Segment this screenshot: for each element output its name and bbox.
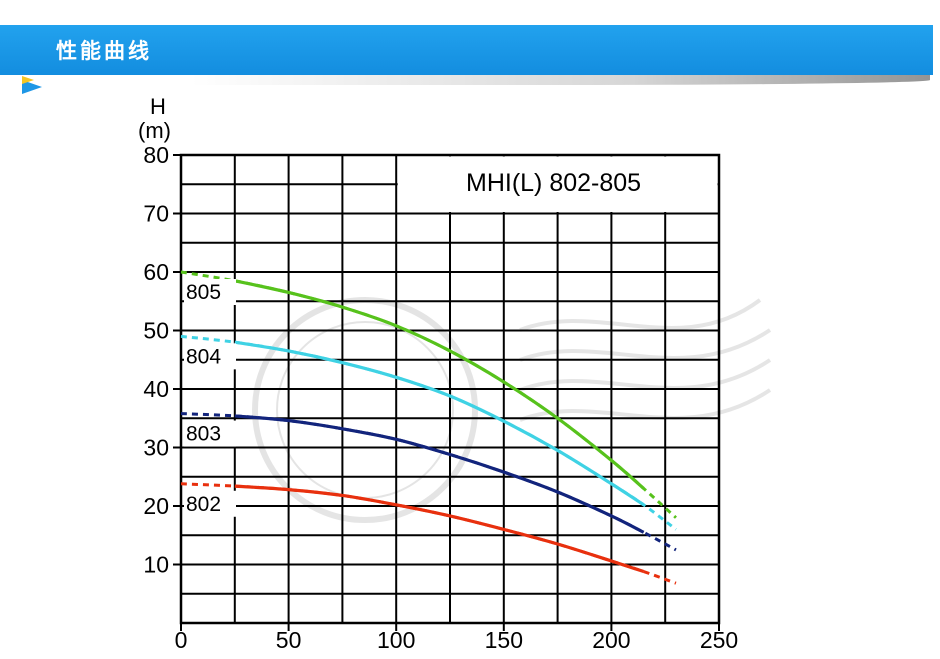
y-tick-label: 10 — [143, 552, 169, 578]
curve-label-804: 804 — [186, 345, 221, 368]
curve-label-bg — [184, 490, 236, 517]
title-box — [397, 156, 718, 212]
y-axis-ticks: 10 20 30 40 50 60 70 80 — [143, 142, 181, 578]
curve-label-803: 803 — [186, 423, 221, 446]
chart-title: MHI(L) 802-805 — [466, 169, 641, 197]
y-tick-label: 50 — [143, 318, 169, 344]
x-tick-label: 150 — [485, 627, 523, 653]
y-tick-label: 30 — [143, 435, 169, 461]
series-line-802 — [234, 484, 645, 574]
x-tick-label: 50 — [276, 627, 302, 653]
watermark-stamp — [252, 297, 772, 523]
curve-label-bg — [184, 343, 236, 370]
series-line-805 — [234, 279, 645, 490]
y-tick-label: 20 — [143, 493, 169, 519]
x-tick-label: 200 — [592, 627, 630, 653]
chart-grid — [179, 153, 721, 625]
curve-label-bg — [184, 279, 236, 305]
y-tick-label: 70 — [143, 201, 169, 227]
y-tick-label: 80 — [143, 142, 169, 168]
curve-labels: 805 804 803 802 — [184, 279, 236, 517]
header-accent-icon — [22, 76, 34, 84]
y-tick-label: 40 — [143, 376, 169, 402]
y-tick-label: 60 — [143, 259, 169, 285]
x-axis-ticks: 0 50 100 150 200 250 — [175, 623, 738, 653]
curve-label-bg — [184, 420, 236, 447]
header-shadow — [190, 75, 930, 85]
x-tick-label: 0 — [175, 627, 188, 653]
curve-label-802: 802 — [186, 493, 221, 516]
series-line-804 — [234, 340, 645, 507]
y-axis-label: H — [150, 94, 166, 119]
x-tick-label: 100 — [377, 627, 415, 653]
section-title: 性能曲线 — [56, 39, 152, 63]
curve-label-805: 805 — [186, 281, 221, 304]
y-axis-unit: (m) — [138, 118, 171, 143]
x-tick-label: 250 — [700, 627, 738, 653]
series-line-803 — [234, 414, 645, 534]
section-header: 性能曲线 — [0, 25, 933, 75]
chart-curves — [180, 270, 677, 585]
